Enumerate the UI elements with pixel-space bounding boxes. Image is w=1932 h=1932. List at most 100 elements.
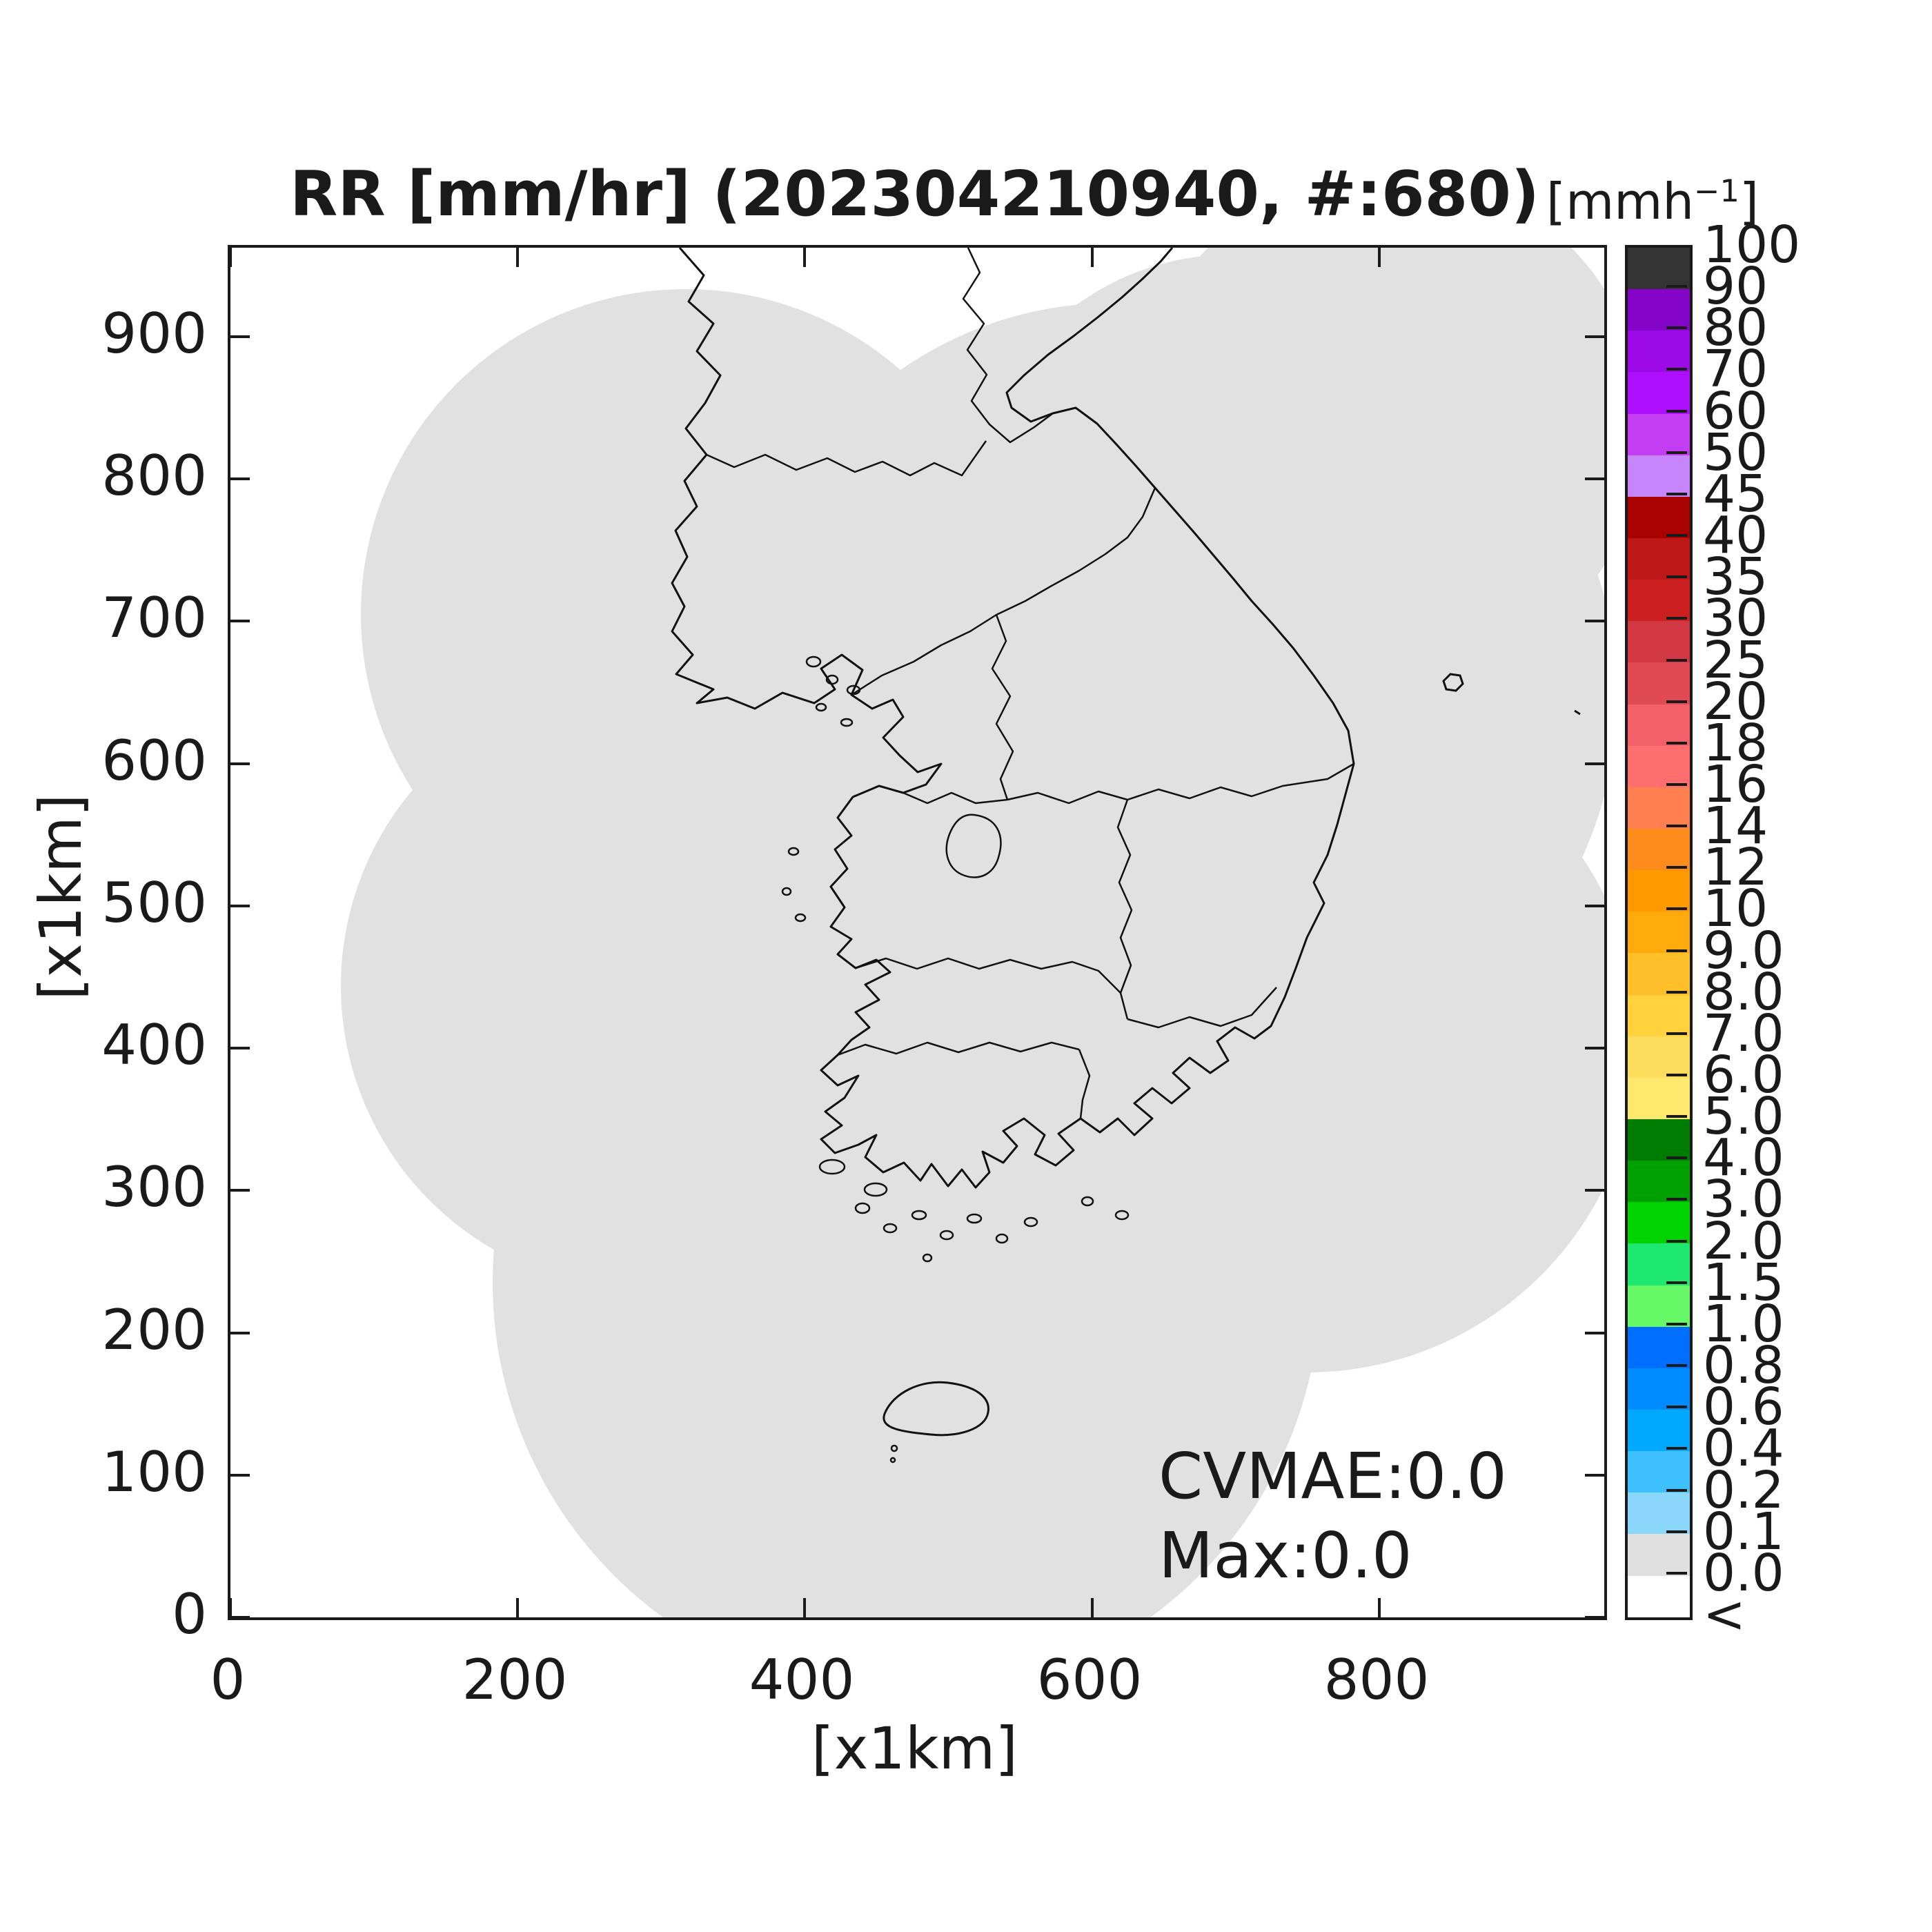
colorbar-segment [1628,372,1690,414]
x-axis-label: [x1km] [811,1715,1018,1782]
y-tick-label: 200 [101,1298,207,1362]
colorbar-segment [1628,1243,1690,1285]
colorbar-tick-label: 100 [1703,215,1801,275]
colorbar [1625,245,1693,1620]
colorbar-segment [1628,1534,1690,1576]
colorbar-tick-mark [1666,575,1687,579]
colorbar-segment [1628,1575,1690,1617]
colorbar-tick-label: 70 [1703,339,1768,400]
small-island [854,1202,871,1214]
colorbar-tick-label: 12 [1703,838,1768,898]
small-island [825,674,839,685]
colorbar-segment [1628,621,1690,663]
small-island [863,1182,888,1197]
colorbar-tick-label: 1.5 [1703,1252,1784,1312]
colorbar-tick-label: 0.1 [1703,1501,1784,1561]
small-island [781,887,792,896]
province-border [1078,1049,1091,1119]
colorbar-tick-mark [1666,825,1687,828]
small-island [995,1233,1009,1244]
y-tick-label: 700 [101,586,207,650]
colorbar-segment [1628,1368,1690,1410]
axis-tick-marks [230,248,1604,1617]
colorbar-tick-mark [1666,1447,1687,1450]
colorbar-segment [1628,662,1690,704]
colorbar-tick-mark [1666,700,1687,703]
colorbar-segment [1628,289,1690,331]
colorbar-tick-label: 9.0 [1703,920,1784,980]
colorbar-tick-label: 14 [1703,796,1768,856]
small-island [840,718,854,727]
province-border [855,957,1121,994]
colorbar-tick-label: < [1703,1585,1746,1644]
province-border [903,791,1008,805]
province-border [1116,799,1133,1020]
y-tick-label: 600 [101,729,207,793]
colorbar-segment [1628,1326,1690,1368]
province-border [991,614,1014,800]
colorbar-tick-label: 0.4 [1703,1419,1784,1479]
colorbar-segment [1628,953,1690,995]
colorbar-tick-label: 50 [1703,422,1768,482]
colorbar-unit-exponent: −1 [1694,173,1739,209]
colorbar-tick-mark [1666,1488,1687,1492]
province-border [851,487,1156,696]
colorbar-segment [1628,911,1690,954]
colorbar-tick-mark [1666,492,1687,495]
colorbar-tick-mark [1666,907,1687,911]
colorbar-tick-label: 25 [1703,630,1768,690]
small-island [883,1223,898,1234]
colorbar-tick-mark [1666,534,1687,538]
y-tick-label: 800 [101,444,207,508]
colorbar-tick-label: 5.0 [1703,1087,1784,1147]
x-tick-label: 800 [1323,1648,1430,1712]
colorbar-tick-mark [1666,866,1687,869]
colorbar-tick-mark [1666,1406,1687,1409]
colorbar-segment [1628,1202,1690,1244]
small-island [815,702,827,712]
colorbar-tick-label: 1.0 [1703,1294,1784,1354]
colorbar-segment [1628,496,1690,538]
colorbar-tick-mark [1666,1239,1687,1243]
x-tick-label: 600 [1036,1648,1143,1712]
x-tick-label: 200 [462,1648,568,1712]
colorbar-tick-mark [1666,451,1687,454]
y-tick-label: 300 [101,1155,207,1219]
colorbar-tick-label: 8.0 [1703,962,1784,1022]
province-border [962,248,1054,444]
colorbar-tick-mark [1666,949,1687,952]
small-island [1023,1216,1038,1228]
small-island [939,1230,954,1241]
small-island [805,656,822,668]
small-island [966,1213,983,1224]
colorbar-tick-mark [1666,617,1687,620]
colorbar-tick-mark [1666,1281,1687,1284]
colorbar-tick-label: 10 [1703,879,1768,939]
colorbar-tick-label: 0.0 [1703,1543,1784,1603]
colorbar-segment [1628,1118,1690,1161]
colorbar-segment [1628,413,1690,455]
colorbar-segment [1628,580,1690,622]
colorbar-tick-mark [1666,782,1687,786]
small-island [890,1444,898,1452]
province-border [837,1041,1080,1056]
colorbar-tick-label: 60 [1703,381,1768,441]
island-outline [883,1381,989,1437]
colorbar-segment [1628,1492,1690,1535]
small-island [889,1457,896,1463]
colorbar-tick-label: 3.0 [1703,1170,1784,1230]
plot-title: RR [mm/hr] (202304210940, #:680) [290,158,1539,230]
small-island [922,1253,933,1263]
colorbar-tick-label: 7.0 [1703,1003,1784,1063]
small-island [846,684,861,696]
province-border [706,440,987,477]
small-island [787,847,800,856]
colorbar-tick-mark [1666,1115,1687,1118]
colorbar-tick-mark [1666,368,1687,371]
colorbar-tick-label: 80 [1703,298,1768,358]
colorbar-segment [1628,248,1690,290]
colorbar-segment [1628,1161,1690,1203]
province-border [1007,762,1354,805]
colorbar-tick-mark [1666,285,1687,288]
island-outline [1442,673,1464,692]
